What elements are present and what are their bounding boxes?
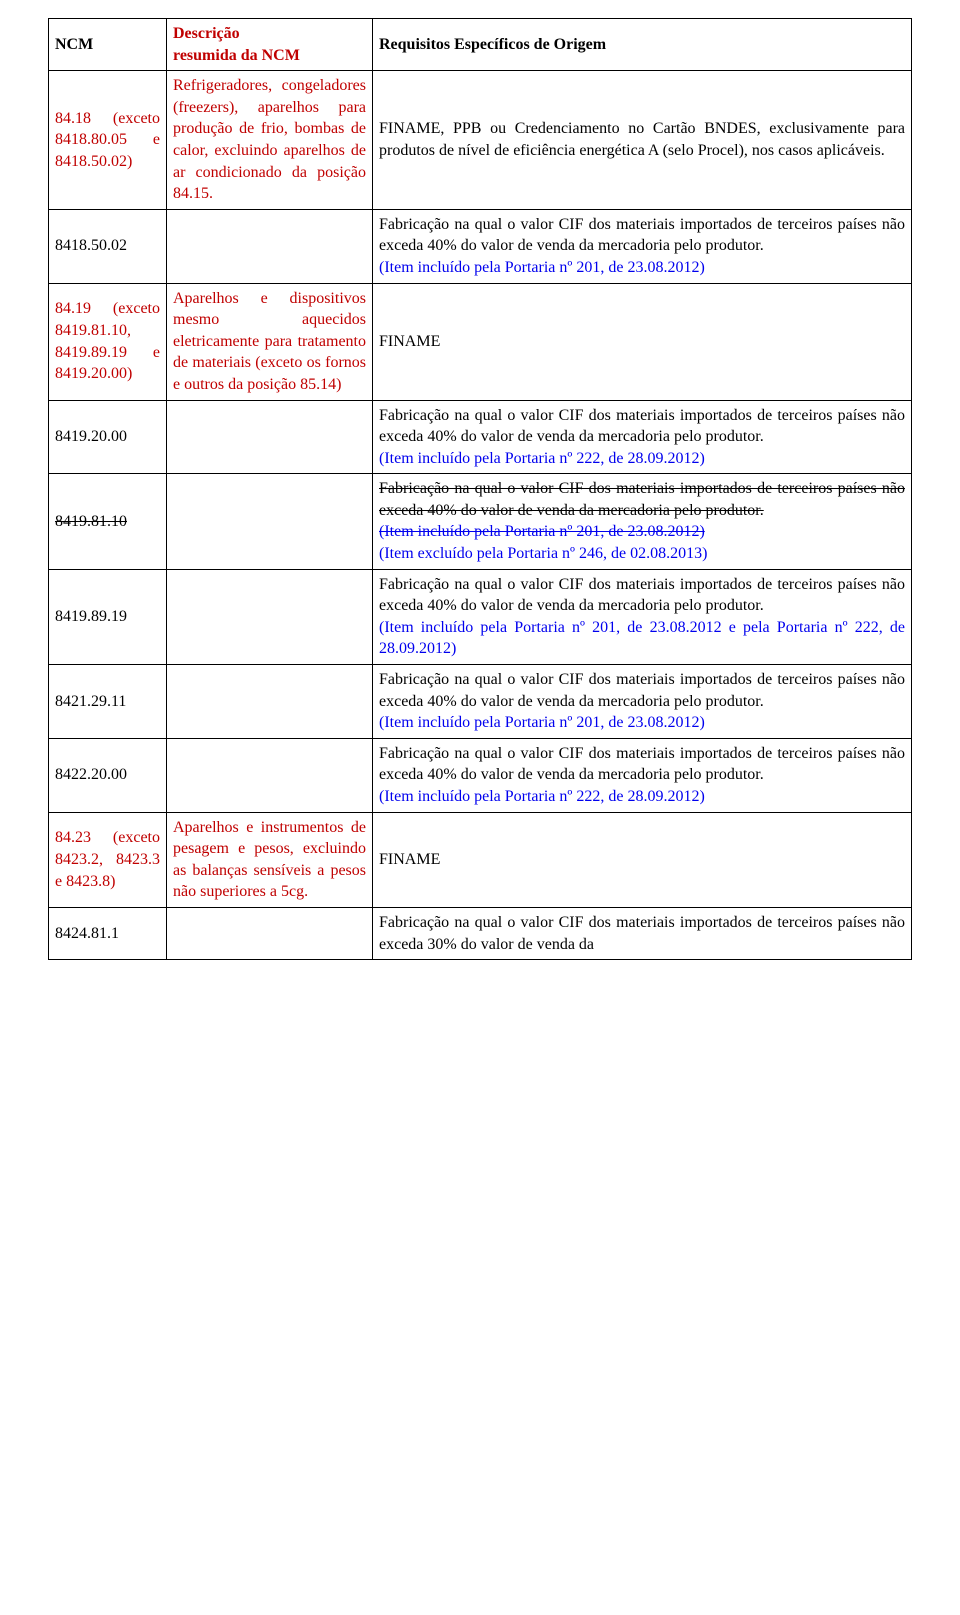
desc-cell	[167, 209, 373, 283]
table-row: 8418.50.02 Fabricação na qual o valor CIF…	[49, 209, 912, 283]
req-line: Fabricação na qual o valor CIF dos mater…	[379, 478, 905, 521]
document-page: NCM Descrição resumida da NCM Requisitos…	[0, 0, 960, 960]
ncm-cell: 84.18 (exceto 8418.80.05 e 8418.50.02)	[49, 71, 167, 210]
req-line: Fabricação na qual o valor CIF dos mater…	[379, 912, 905, 955]
table-row: 8424.81.1 Fabricação na qual o valor CIF …	[49, 907, 912, 959]
req-line: Fabricação na qual o valor CIF dos mater…	[379, 214, 905, 257]
ncm-cell: 8424.81.1	[49, 907, 167, 959]
ncm-cell: 8422.20.00	[49, 738, 167, 812]
ncm-cell: 8419.81.10	[49, 474, 167, 569]
table-row: 8422.20.00 Fabricação na qual o valor CIF…	[49, 738, 912, 812]
table-row: 84.19 (exceto 8419.81.10, 8419.89.19 e 8…	[49, 283, 912, 400]
ncm-cell: 8419.89.19	[49, 569, 167, 664]
req-line: FINAME	[379, 331, 905, 353]
req-line: (Item incluído pela Portaria nº 201, de …	[379, 712, 905, 734]
req-line: (Item excluído pela Portaria nº 246, de …	[379, 543, 905, 565]
req-cell: FINAME	[373, 283, 912, 400]
req-cell: Fabricação na qual o valor CIF dos mater…	[373, 400, 912, 474]
req-line: Fabricação na qual o valor CIF dos mater…	[379, 405, 905, 448]
req-cell: Fabricação na qual o valor CIF dos mater…	[373, 665, 912, 739]
header-desc-line2: resumida da NCM	[173, 47, 300, 64]
req-line: (Item incluído pela Portaria nº 222, de …	[379, 448, 905, 470]
desc-cell	[167, 400, 373, 474]
table-row: 84.18 (exceto 8418.80.05 e 8418.50.02)Re…	[49, 71, 912, 210]
req-line: Fabricação na qual o valor CIF dos mater…	[379, 574, 905, 617]
desc-cell: Aparelhos e instrumentos de pesagem e pe…	[167, 812, 373, 907]
req-line: Fabricação na qual o valor CIF dos mater…	[379, 743, 905, 786]
desc-cell: Aparelhos e dispositivos mesmo aquecidos…	[167, 283, 373, 400]
table-row: 8419.89.19 Fabricação na qual o valor CIF…	[49, 569, 912, 664]
ncm-cell: 8418.50.02	[49, 209, 167, 283]
req-cell: FINAME	[373, 812, 912, 907]
req-line: FINAME	[379, 849, 905, 871]
req-cell: Fabricação na qual o valor CIF dos mater…	[373, 474, 912, 569]
req-line: (Item incluído pela Portaria nº 222, de …	[379, 786, 905, 808]
table-row: 8421.29.11 Fabricação na qual o valor CIF…	[49, 665, 912, 739]
table-row: 8419.81.10 Fabricação na qual o valor CIF…	[49, 474, 912, 569]
ncm-cell: 84.19 (exceto 8419.81.10, 8419.89.19 e 8…	[49, 283, 167, 400]
table-row: 8419.20.00 Fabricação na qual o valor CIF…	[49, 400, 912, 474]
req-cell: Fabricação na qual o valor CIF dos mater…	[373, 569, 912, 664]
header-ncm: NCM	[49, 19, 167, 71]
table-header-row: NCM Descrição resumida da NCM Requisitos…	[49, 19, 912, 71]
req-line: (Item incluído pela Portaria nº 201, de …	[379, 521, 905, 543]
ncm-cell: 8419.20.00	[49, 400, 167, 474]
desc-cell	[167, 738, 373, 812]
ncm-cell: 84.23 (exceto 8423.2, 8423.3 e 8423.8)	[49, 812, 167, 907]
desc-cell: Refrigeradores, congeladores (freezers),…	[167, 71, 373, 210]
req-line: (Item incluído pela Portaria nº 201, de …	[379, 257, 905, 279]
table-row: 84.23 (exceto 8423.2, 8423.3 e 8423.8)Ap…	[49, 812, 912, 907]
header-desc: Descrição resumida da NCM	[167, 19, 373, 71]
ncm-table: NCM Descrição resumida da NCM Requisitos…	[48, 18, 912, 960]
req-cell: Fabricação na qual o valor CIF dos mater…	[373, 907, 912, 959]
req-cell: Fabricação na qual o valor CIF dos mater…	[373, 209, 912, 283]
ncm-cell: 8421.29.11	[49, 665, 167, 739]
req-line: (Item incluído pela Portaria nº 201, de …	[379, 617, 905, 660]
header-req: Requisitos Específicos de Origem	[373, 19, 912, 71]
desc-cell	[167, 907, 373, 959]
table-body: NCM Descrição resumida da NCM Requisitos…	[49, 19, 912, 960]
desc-cell	[167, 474, 373, 569]
req-cell: FINAME, PPB ou Credenciamento no Cartão …	[373, 71, 912, 210]
desc-cell	[167, 665, 373, 739]
header-desc-line1: Descrição	[173, 25, 240, 42]
desc-cell	[167, 569, 373, 664]
req-cell: Fabricação na qual o valor CIF dos mater…	[373, 738, 912, 812]
req-line: FINAME, PPB ou Credenciamento no Cartão …	[379, 118, 905, 161]
req-line: Fabricação na qual o valor CIF dos mater…	[379, 669, 905, 712]
